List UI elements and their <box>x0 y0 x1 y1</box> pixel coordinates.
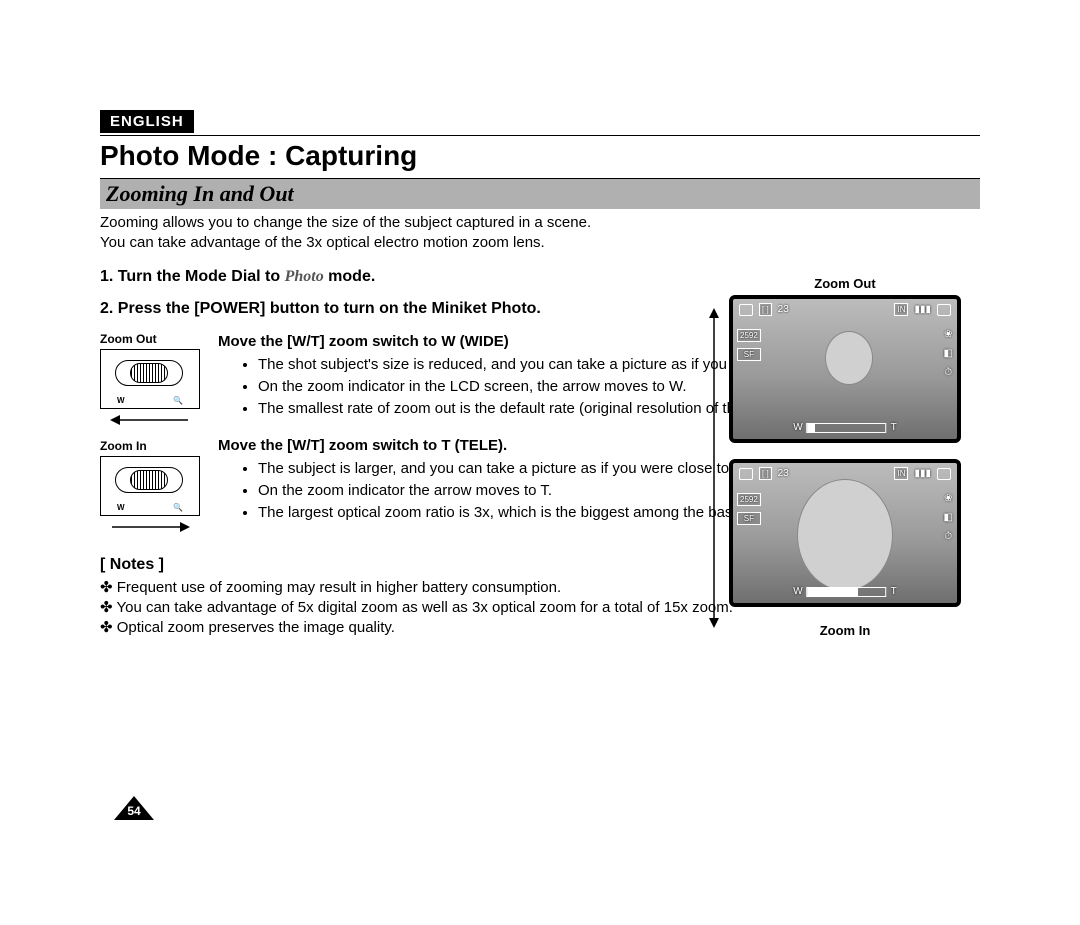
resolution-badge: 2592 <box>737 493 761 506</box>
zoom-switch-icon <box>115 467 183 493</box>
zoom-switch-diagram-in: W 🔍 <box>100 456 200 516</box>
zoom-indicator: W T <box>793 586 897 597</box>
zoom-indicator: W T <box>793 422 897 433</box>
zoom-switch-labels: W 🔍 <box>101 503 199 512</box>
battery-icon: ▮▮▮ <box>914 304 931 315</box>
quality-badge: SF <box>737 348 761 361</box>
diagram-label-zoom-out: Zoom Out <box>100 332 200 346</box>
w-label: W <box>117 503 125 512</box>
sharpness-icon: ◧ <box>944 348 953 359</box>
page-title: Photo Mode : Capturing <box>100 140 980 172</box>
quality-badge: SF <box>737 512 761 525</box>
focus-bracket-icon: [ ] <box>759 467 772 480</box>
intro-line: You can take advantage of the 3x optical… <box>100 233 980 253</box>
w-label: W <box>117 396 125 405</box>
title-row: Photo Mode : Capturing <box>100 135 980 179</box>
osd-left-column: 2592 SF <box>737 493 761 525</box>
shots-remaining: 23 <box>778 304 789 315</box>
shots-remaining: 23 <box>778 468 789 479</box>
zoom-switch-labels: W 🔍 <box>101 396 199 405</box>
subject-face-icon <box>797 479 893 591</box>
osd-top-row: [ ] 23 IN ▮▮▮ <box>739 467 951 480</box>
resolution-badge: 2592 <box>737 329 761 342</box>
sharpness-icon: ◧ <box>944 512 953 523</box>
vertical-arrow-icon <box>707 308 721 628</box>
manual-page: ENGLISH Photo Mode : Capturing Zooming I… <box>100 110 980 638</box>
macro-icon: ❀ <box>944 493 952 504</box>
arrow-right-icon <box>100 520 200 534</box>
page-number: 54 <box>127 804 141 818</box>
timer-icon: ⏱ <box>944 367 952 378</box>
zoom-w-label: W <box>793 586 802 597</box>
storage-in-badge: IN <box>894 467 908 480</box>
language-badge: ENGLISH <box>100 110 194 133</box>
subject-face-icon <box>825 331 873 385</box>
subtitle-row: Zooming In and Out <box>100 179 980 209</box>
zoom-in-label-right: Zoom In <box>715 623 975 638</box>
camera-icon <box>739 468 753 480</box>
zoom-switch-icon <box>115 360 183 386</box>
osd-right-column: ❀ ◧ ⏱ <box>944 329 953 378</box>
battery-icon: ▮▮▮ <box>914 468 931 479</box>
zoom-t-label: T <box>891 422 897 433</box>
osd-top-row: [ ] 23 IN ▮▮▮ <box>739 303 951 316</box>
page-number-badge: 54 <box>114 796 154 829</box>
zoom-switch-diagram-out: W 🔍 <box>100 349 200 409</box>
zoom-w-label: W <box>793 422 802 433</box>
osd-left-column: 2592 SF <box>737 329 761 361</box>
lcd-preview-zoom-out: [ ] 23 IN ▮▮▮ 2592 SF ❀ ◧ ⏱ W <box>729 295 961 443</box>
focus-bracket-icon: [ ] <box>759 303 772 316</box>
step-1-suffix: mode. <box>324 268 376 285</box>
arrow-left-icon <box>100 413 200 427</box>
timer-icon: ⏱ <box>944 531 952 542</box>
diagram-label-zoom-in: Zoom In <box>100 439 200 453</box>
step-1-photo-word: Photo <box>285 268 324 285</box>
zoom-bar <box>807 587 887 597</box>
zoom-bar <box>807 423 887 433</box>
play-icon <box>937 304 951 316</box>
step-1-prefix: 1. Turn the Mode Dial to <box>100 268 285 285</box>
play-icon <box>937 468 951 480</box>
section-subtitle: Zooming In and Out <box>106 181 294 206</box>
lcd-preview-column: Zoom Out [ ] 23 IN ▮▮▮ <box>715 276 975 642</box>
magnifier-icon: 🔍 <box>173 396 183 405</box>
camera-icon <box>739 304 753 316</box>
macro-icon: ❀ <box>944 329 952 340</box>
zoom-switch-diagrams: Zoom Out W 🔍 Zoom In W 🔍 <box>100 332 200 546</box>
lcd-preview-zoom-in: [ ] 23 IN ▮▮▮ 2592 SF ❀ ◧ ⏱ W <box>729 459 961 607</box>
zoom-t-label: T <box>891 586 897 597</box>
intro-text: Zooming allows you to change the size of… <box>100 213 980 254</box>
magnifier-icon: 🔍 <box>173 503 183 512</box>
intro-line: Zooming allows you to change the size of… <box>100 213 980 233</box>
storage-in-badge: IN <box>894 303 908 316</box>
osd-right-column: ❀ ◧ ⏱ <box>944 493 953 542</box>
zoom-out-label-right: Zoom Out <box>715 276 975 291</box>
